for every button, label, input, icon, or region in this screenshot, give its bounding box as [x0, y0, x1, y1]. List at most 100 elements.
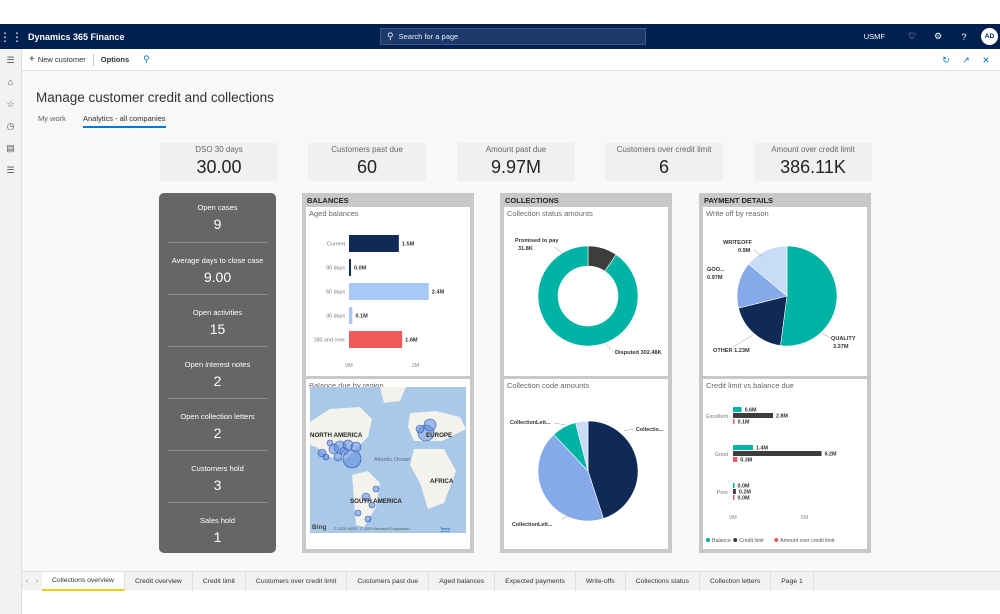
legend-label: Balance: [712, 538, 731, 544]
hamburger-icon[interactable]: ☰: [6, 54, 15, 65]
data-label: 1.4M: [756, 446, 768, 452]
chevron-right-icon[interactable]: ›: [35, 577, 39, 585]
slice-value: 31.8K: [518, 246, 533, 252]
bar: [349, 235, 399, 252]
slice-label: OTHER 1.23M: [713, 348, 750, 354]
refresh-icon[interactable]: ↻: [942, 54, 950, 65]
summary-tile[interactable]: Open collection letters 2: [159, 412, 276, 441]
summary-value: 2: [213, 425, 222, 441]
plus-icon: +: [29, 54, 35, 65]
tick-label: 5M: [801, 515, 809, 521]
data-label: 1.5M: [402, 242, 415, 248]
kpi-card[interactable]: DSO 30 days 30.00: [160, 143, 278, 181]
workspace-icon[interactable]: ▤: [6, 142, 15, 153]
close-icon[interactable]: ✕: [982, 54, 990, 65]
find-icon[interactable]: ⚲: [143, 54, 150, 64]
data-label: 0.1M: [355, 314, 368, 320]
search-icon: ⚲: [387, 31, 394, 41]
avatar[interactable]: AD: [981, 28, 998, 45]
company-picker[interactable]: USMF: [863, 32, 885, 41]
options-button[interactable]: Options: [100, 55, 130, 64]
region-map-card[interactable]: Balance due by region NORTH AMERICA Atla…: [306, 379, 470, 549]
balances-panel: BALANCES Aged balances Current 1.5M 90 day…: [302, 193, 474, 553]
map-terms-link[interactable]: Terms: [440, 527, 450, 531]
popout-icon[interactable]: ↗: [962, 54, 970, 65]
map-bubble: [423, 418, 437, 432]
star-icon[interactable]: ☆: [6, 98, 15, 109]
summary-tile[interactable]: Customers hold 3: [159, 464, 276, 493]
kpi-card[interactable]: Amount over credit limit 386.11K: [754, 143, 872, 181]
kpi-card[interactable]: Customers past due 60: [308, 143, 426, 181]
summary-tile[interactable]: Open cases 9: [159, 203, 276, 232]
tab-credit-overview[interactable]: Credit overview: [125, 571, 193, 591]
map-label-europe: EUROPE: [426, 432, 452, 439]
tab-customers-past-due[interactable]: Customers past due: [347, 571, 430, 591]
tab-expected-payments[interactable]: Expected payments: [495, 571, 576, 591]
waffle-icon[interactable]: ⋮⋮: [0, 29, 23, 44]
tab-page-1[interactable]: Page 1: [771, 571, 814, 591]
tab-credit-limit[interactable]: Credit limit: [193, 571, 246, 591]
writeoff-card[interactable]: Write off by reason QUALITY 3.37M OTHER 1.…: [703, 207, 867, 376]
collection-code-card[interactable]: Collection code amounts Collectio... Coll…: [504, 379, 668, 549]
category-label: Excellent: [706, 414, 728, 420]
kpi-value: 386.11K: [780, 157, 846, 177]
leader-line: [752, 248, 764, 258]
summary-tile[interactable]: Average days to close case 9.00: [159, 256, 276, 285]
tab-customers-over-credit-limit[interactable]: Customers over credit limit: [246, 571, 348, 591]
app-title[interactable]: Dynamics 365 Finance: [28, 31, 125, 42]
collections-panel: COLLECTIONS Collection status amounts Pr…: [500, 193, 672, 553]
tab-collection-letters[interactable]: Collection letters: [700, 571, 772, 591]
kpi-label: Customers over credit limit: [616, 145, 712, 154]
map-bubble: [322, 453, 330, 461]
category-label: 90 days: [326, 266, 345, 272]
greenland-shape: [380, 387, 406, 403]
category-label: 180 and over: [314, 338, 346, 344]
leader-line: [561, 514, 571, 520]
kpi-value: 60: [356, 157, 378, 177]
bar: [349, 259, 351, 276]
summary-tile[interactable]: Open interest notes 2: [159, 360, 276, 389]
payment-details-panel: PAYMENT DETAILS Write off by reason QUAL…: [699, 193, 871, 553]
tab-aged-balances[interactable]: Aged balances: [429, 571, 496, 591]
list-icon[interactable]: ☰: [6, 164, 15, 175]
summary-label: Average days to close case: [171, 256, 264, 265]
tab-collections-status[interactable]: Collections status: [626, 571, 700, 591]
summary-tile[interactable]: Sales hold 1: [159, 516, 276, 545]
kpi-card[interactable]: Customers over credit limit 6: [605, 143, 723, 181]
tab-my-work[interactable]: My work: [38, 114, 66, 123]
credit-limit-chart: Excellent 0.6M 2.8M 0.1M Good 1.4M 6.2M 0.3M Poo…: [706, 407, 837, 544]
collection-status-card[interactable]: Collection status amounts Promised to pa…: [504, 207, 668, 376]
slice-label: WRITEOFF: [723, 240, 753, 246]
kpi-card[interactable]: Amount past due 9.97M: [457, 143, 575, 181]
home-icon[interactable]: ⌂: [7, 77, 14, 87]
summary-tile[interactable]: Open activities 15: [159, 308, 276, 337]
summary-value: 1: [213, 529, 222, 545]
gear-icon[interactable]: ⚙: [933, 31, 943, 41]
data-label: 0.6M: [745, 408, 757, 414]
tab-write-offs[interactable]: Write-offs: [576, 571, 626, 591]
map-credit: © 2020 HERE, © 2020 Microsoft Corporatio…: [334, 527, 410, 531]
map-graphic: NORTH AMERICA Atlantic Ocean EUROPE AFRI…: [310, 387, 466, 531]
data-label: 0.0M: [738, 484, 750, 490]
world-map[interactable]: NORTH AMERICA Atlantic Ocean EUROPE AFRI…: [310, 387, 466, 533]
category-label: Poor: [717, 490, 729, 496]
slice-value: 0.97M: [707, 275, 723, 281]
clock-icon[interactable]: ◷: [6, 120, 15, 131]
data-label: 1.6M: [405, 338, 418, 344]
leader-line: [553, 422, 567, 426]
aged-balances-card[interactable]: Aged balances Current 1.5M 90 days 0.0M 60 d…: [306, 207, 470, 376]
map-bubble: [415, 424, 425, 434]
data-label: 2.8M: [776, 414, 788, 420]
tab-collections-overview[interactable]: Collections overview: [42, 571, 125, 591]
aged-balances-chart: Current 1.5M 90 days 0.0M 60 days 2.4M 30 days…: [314, 235, 445, 369]
chevron-left-icon[interactable]: ‹: [25, 577, 29, 585]
tab-analytics[interactable]: Analytics - all companies: [83, 114, 166, 128]
pie-slice: [780, 245, 838, 347]
bell-icon[interactable]: ♡: [907, 31, 917, 41]
new-customer-button[interactable]: + New customer: [22, 49, 93, 71]
legend-marker: [733, 538, 738, 542]
credit-limit-card[interactable]: Credit limit vs balance due Excellent 0.6…: [703, 379, 867, 549]
search-box[interactable]: ⚲ Search for a page: [380, 28, 646, 45]
help-icon[interactable]: ?: [961, 31, 967, 42]
summary-value: 9.00: [203, 269, 232, 285]
